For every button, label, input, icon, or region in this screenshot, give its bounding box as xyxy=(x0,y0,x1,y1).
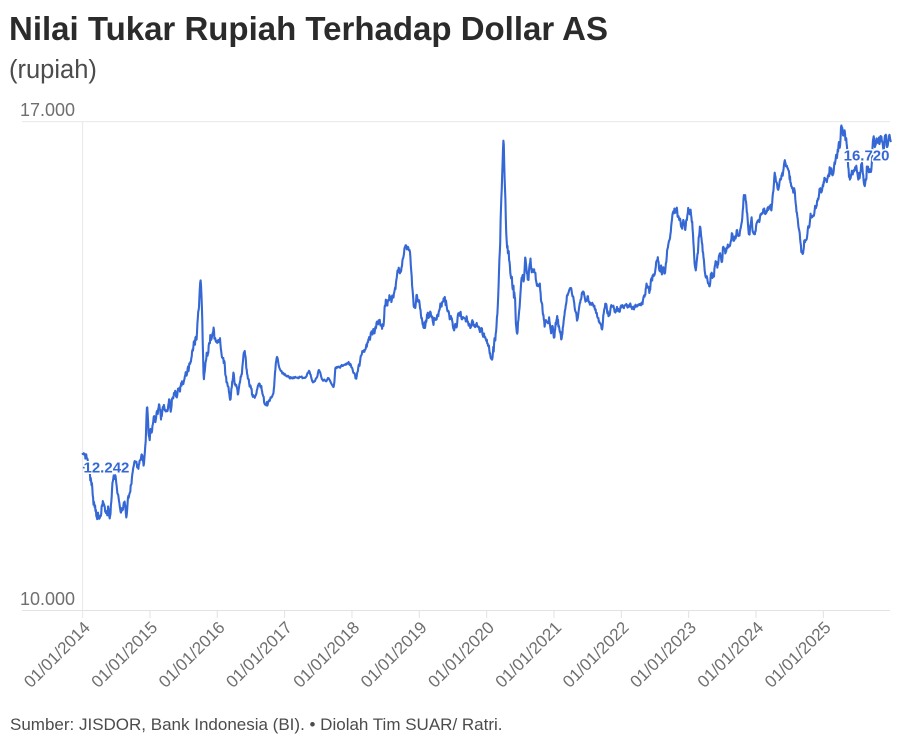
svg-text:17.000: 17.000 xyxy=(20,100,75,120)
svg-text:01/01/2020: 01/01/2020 xyxy=(424,618,498,692)
svg-text:01/01/2024: 01/01/2024 xyxy=(694,618,768,692)
svg-text:10.000: 10.000 xyxy=(20,589,75,609)
svg-text:01/01/2014: 01/01/2014 xyxy=(20,618,94,692)
svg-text:01/01/2019: 01/01/2019 xyxy=(357,618,431,692)
svg-text:01/01/2018: 01/01/2018 xyxy=(290,618,364,692)
svg-text:16.720: 16.720 xyxy=(844,148,890,165)
svg-text:12.242: 12.242 xyxy=(84,460,130,477)
svg-text:01/01/2016: 01/01/2016 xyxy=(155,618,229,692)
svg-text:01/01/2017: 01/01/2017 xyxy=(222,618,296,692)
svg-text:01/01/2021: 01/01/2021 xyxy=(492,618,566,692)
svg-text:01/01/2022: 01/01/2022 xyxy=(559,618,633,692)
svg-text:01/01/2015: 01/01/2015 xyxy=(88,618,162,692)
svg-text:01/01/2023: 01/01/2023 xyxy=(626,618,700,692)
svg-text:01/01/2025: 01/01/2025 xyxy=(761,618,835,692)
